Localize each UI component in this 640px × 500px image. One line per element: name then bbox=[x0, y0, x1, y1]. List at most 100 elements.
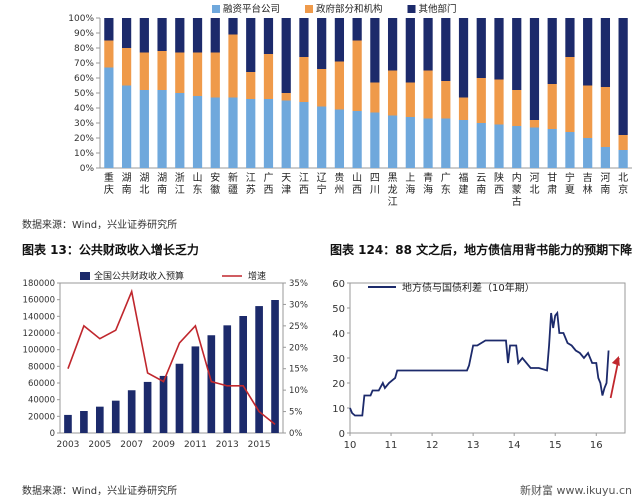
bar-segment bbox=[121, 18, 132, 48]
bar-segment bbox=[246, 99, 256, 168]
y-right-tick-label: 20% bbox=[289, 343, 308, 353]
x-category-label: 陕西 bbox=[494, 171, 504, 196]
x-category-label: 宁夏 bbox=[565, 171, 575, 196]
bar-segment bbox=[299, 18, 309, 57]
bar-segment bbox=[352, 40, 362, 111]
y-tick-label: 60 bbox=[332, 279, 345, 290]
x-category-label: 河北 bbox=[529, 172, 539, 196]
x-category-label: 北京 bbox=[618, 172, 628, 196]
y-tick-label: 30% bbox=[74, 119, 94, 129]
bar-segment bbox=[334, 109, 345, 168]
x-category-label: 甘肃 bbox=[547, 171, 557, 196]
x-tick-label: 11 bbox=[385, 440, 398, 451]
bar-segment bbox=[458, 97, 469, 120]
bar-segment bbox=[157, 51, 167, 90]
x-category-label: 安徽 bbox=[210, 171, 220, 196]
left-figure-title: 图表 13：公共财政收入增长乏力 bbox=[22, 243, 199, 257]
bar-segment bbox=[246, 18, 256, 72]
bar-segment bbox=[210, 18, 220, 53]
fiscal-revenue-chart: 0 20000 40000 60000 80000 100000 120000 140000 1… bbox=[23, 270, 308, 450]
bar-segment bbox=[104, 40, 114, 68]
x-category-label: 浙江 bbox=[175, 172, 185, 196]
y-right-tick-label: 35% bbox=[289, 279, 308, 289]
x-category-label: 上海 bbox=[405, 172, 415, 196]
x-category-label: 山西 bbox=[352, 172, 362, 196]
bar-segment bbox=[299, 57, 309, 102]
bar-segment bbox=[458, 18, 469, 98]
bar-segment bbox=[441, 81, 451, 119]
bar-segment bbox=[175, 52, 185, 93]
y-tick-label: 80% bbox=[74, 44, 94, 54]
bar-segment bbox=[228, 97, 238, 168]
y-left-tick-label: 20000 bbox=[28, 412, 55, 422]
y-left-tick-label: 80000 bbox=[28, 362, 55, 372]
x-tick-label: 16 bbox=[590, 440, 603, 451]
bar-segment bbox=[441, 118, 451, 168]
x-category-label: 天津 bbox=[281, 173, 291, 196]
bar-segment bbox=[263, 18, 274, 54]
y-tick-label: 30 bbox=[332, 354, 345, 365]
bar-segment bbox=[583, 18, 593, 86]
revenue-bar bbox=[159, 375, 168, 433]
y-left-tick-label: 120000 bbox=[23, 329, 55, 339]
y-tick-label: 40 bbox=[332, 329, 345, 340]
legend-label-line: 增速 bbox=[248, 270, 266, 282]
bar-segment bbox=[139, 52, 149, 90]
bar-segment bbox=[175, 93, 185, 168]
bar-segment bbox=[405, 18, 415, 83]
bar-segment bbox=[139, 18, 149, 53]
x-tick-label: 13 bbox=[467, 440, 480, 451]
y-right-tick-label: 25% bbox=[289, 322, 308, 332]
y-right-tick-label: 15% bbox=[289, 365, 308, 375]
bar-segment bbox=[299, 102, 309, 168]
y-tick-label: 10 bbox=[332, 404, 345, 415]
bar-segment bbox=[334, 18, 345, 62]
bar-segment bbox=[476, 78, 486, 123]
bar-segment bbox=[387, 70, 398, 116]
source-note-top: 数据来源：Wind，兴业证券研究所 bbox=[22, 220, 178, 231]
revenue-bar bbox=[64, 414, 72, 433]
bar-segment bbox=[370, 112, 380, 168]
plot-frame bbox=[59, 282, 284, 434]
x-category-label: 山东 bbox=[193, 172, 203, 196]
bar-segment bbox=[334, 61, 345, 110]
bar-segment bbox=[600, 147, 611, 168]
bar-segment bbox=[246, 72, 256, 99]
y-tick-label: 0% bbox=[80, 164, 95, 174]
trend-arrow-head bbox=[611, 356, 620, 366]
stacked-bar-chart: 0%10%20%30%40%50%60%70%80%90%100%重庆湖南湖北湖… bbox=[68, 3, 632, 208]
bar-segment bbox=[387, 18, 398, 71]
bar-segment bbox=[423, 118, 433, 168]
revenue-bar bbox=[80, 411, 88, 433]
x-tick-label: 2015 bbox=[248, 440, 271, 450]
x-tick-label: 2005 bbox=[88, 440, 111, 450]
revenue-bar bbox=[191, 346, 200, 433]
bar-segment bbox=[317, 18, 327, 69]
legend-label-bar: 全国公共财政收入预算 bbox=[94, 270, 184, 282]
y-tick-label: 50% bbox=[74, 89, 94, 99]
x-category-label: 广西 bbox=[263, 172, 273, 196]
x-category-label: 内蒙古 bbox=[512, 171, 522, 208]
revenue-bar bbox=[271, 300, 279, 433]
revenue-bar bbox=[223, 325, 232, 433]
bar-segment bbox=[618, 150, 628, 168]
bar-segment bbox=[458, 120, 469, 168]
bar-segment bbox=[228, 34, 238, 98]
bar-segment bbox=[121, 85, 132, 168]
bar-segment bbox=[441, 18, 451, 81]
y-tick-label: 10% bbox=[74, 149, 94, 159]
legend-swatch-bar bbox=[80, 272, 90, 280]
revenue-bar bbox=[239, 316, 248, 433]
bar-segment bbox=[281, 93, 291, 101]
x-category-label: 重庆 bbox=[104, 171, 114, 196]
bar-segment bbox=[370, 82, 380, 113]
bar-segment bbox=[317, 106, 327, 168]
bar-segment bbox=[121, 48, 132, 86]
bar-segment bbox=[405, 117, 415, 168]
bar-segment bbox=[600, 18, 611, 87]
x-category-label: 新疆 bbox=[228, 171, 238, 196]
y-left-tick-label: 100000 bbox=[23, 346, 55, 356]
bar-segment bbox=[565, 57, 575, 132]
x-category-label: 江苏 bbox=[246, 172, 256, 196]
legend-label: 其他部门 bbox=[419, 3, 457, 15]
